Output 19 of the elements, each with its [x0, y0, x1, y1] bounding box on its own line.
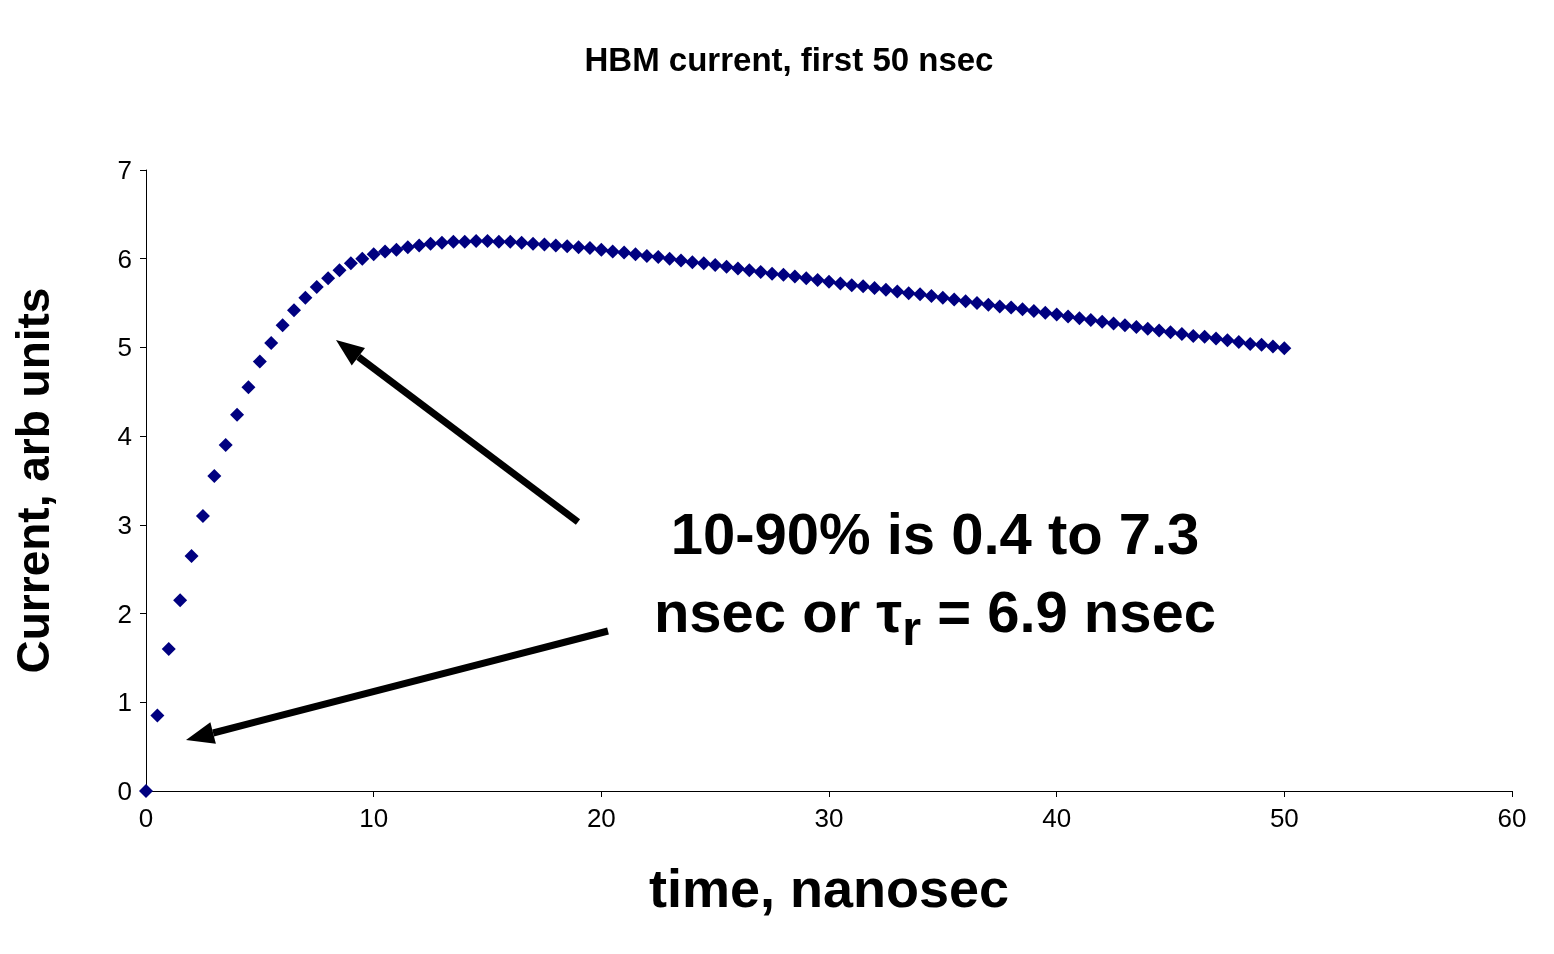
y-tick-label: 3	[117, 509, 132, 540]
y-axis-title: Current, arb units	[7, 287, 59, 674]
x-axis-title: time, nanosec	[648, 858, 1010, 918]
y-tick-label: 5	[117, 332, 132, 363]
x-tick-label: 10	[359, 803, 389, 833]
annotation: 10-90% is 0.4 to 7.3 nsec or τ$_{r}$ = 6.9 nsec	[652, 500, 1218, 657]
x-tick-label: 50	[1269, 803, 1299, 833]
x-tick-label: 20	[586, 803, 616, 833]
y-tick-label: 0	[117, 776, 132, 806]
x-tick-label: 0	[138, 803, 154, 833]
y-tick-label: 6	[117, 243, 132, 274]
x-tick-label: 30	[814, 803, 844, 833]
y-tick-label: 1	[117, 687, 132, 718]
y-tick-label: 2	[117, 598, 132, 629]
x-tick-label: 60	[1497, 803, 1527, 833]
chart-title: HBM current, first 50 nsec	[584, 41, 994, 78]
y-tick-label: 4	[117, 421, 132, 452]
x-tick-label: 40	[1042, 803, 1072, 833]
y-tick-label: 7	[117, 155, 132, 185]
